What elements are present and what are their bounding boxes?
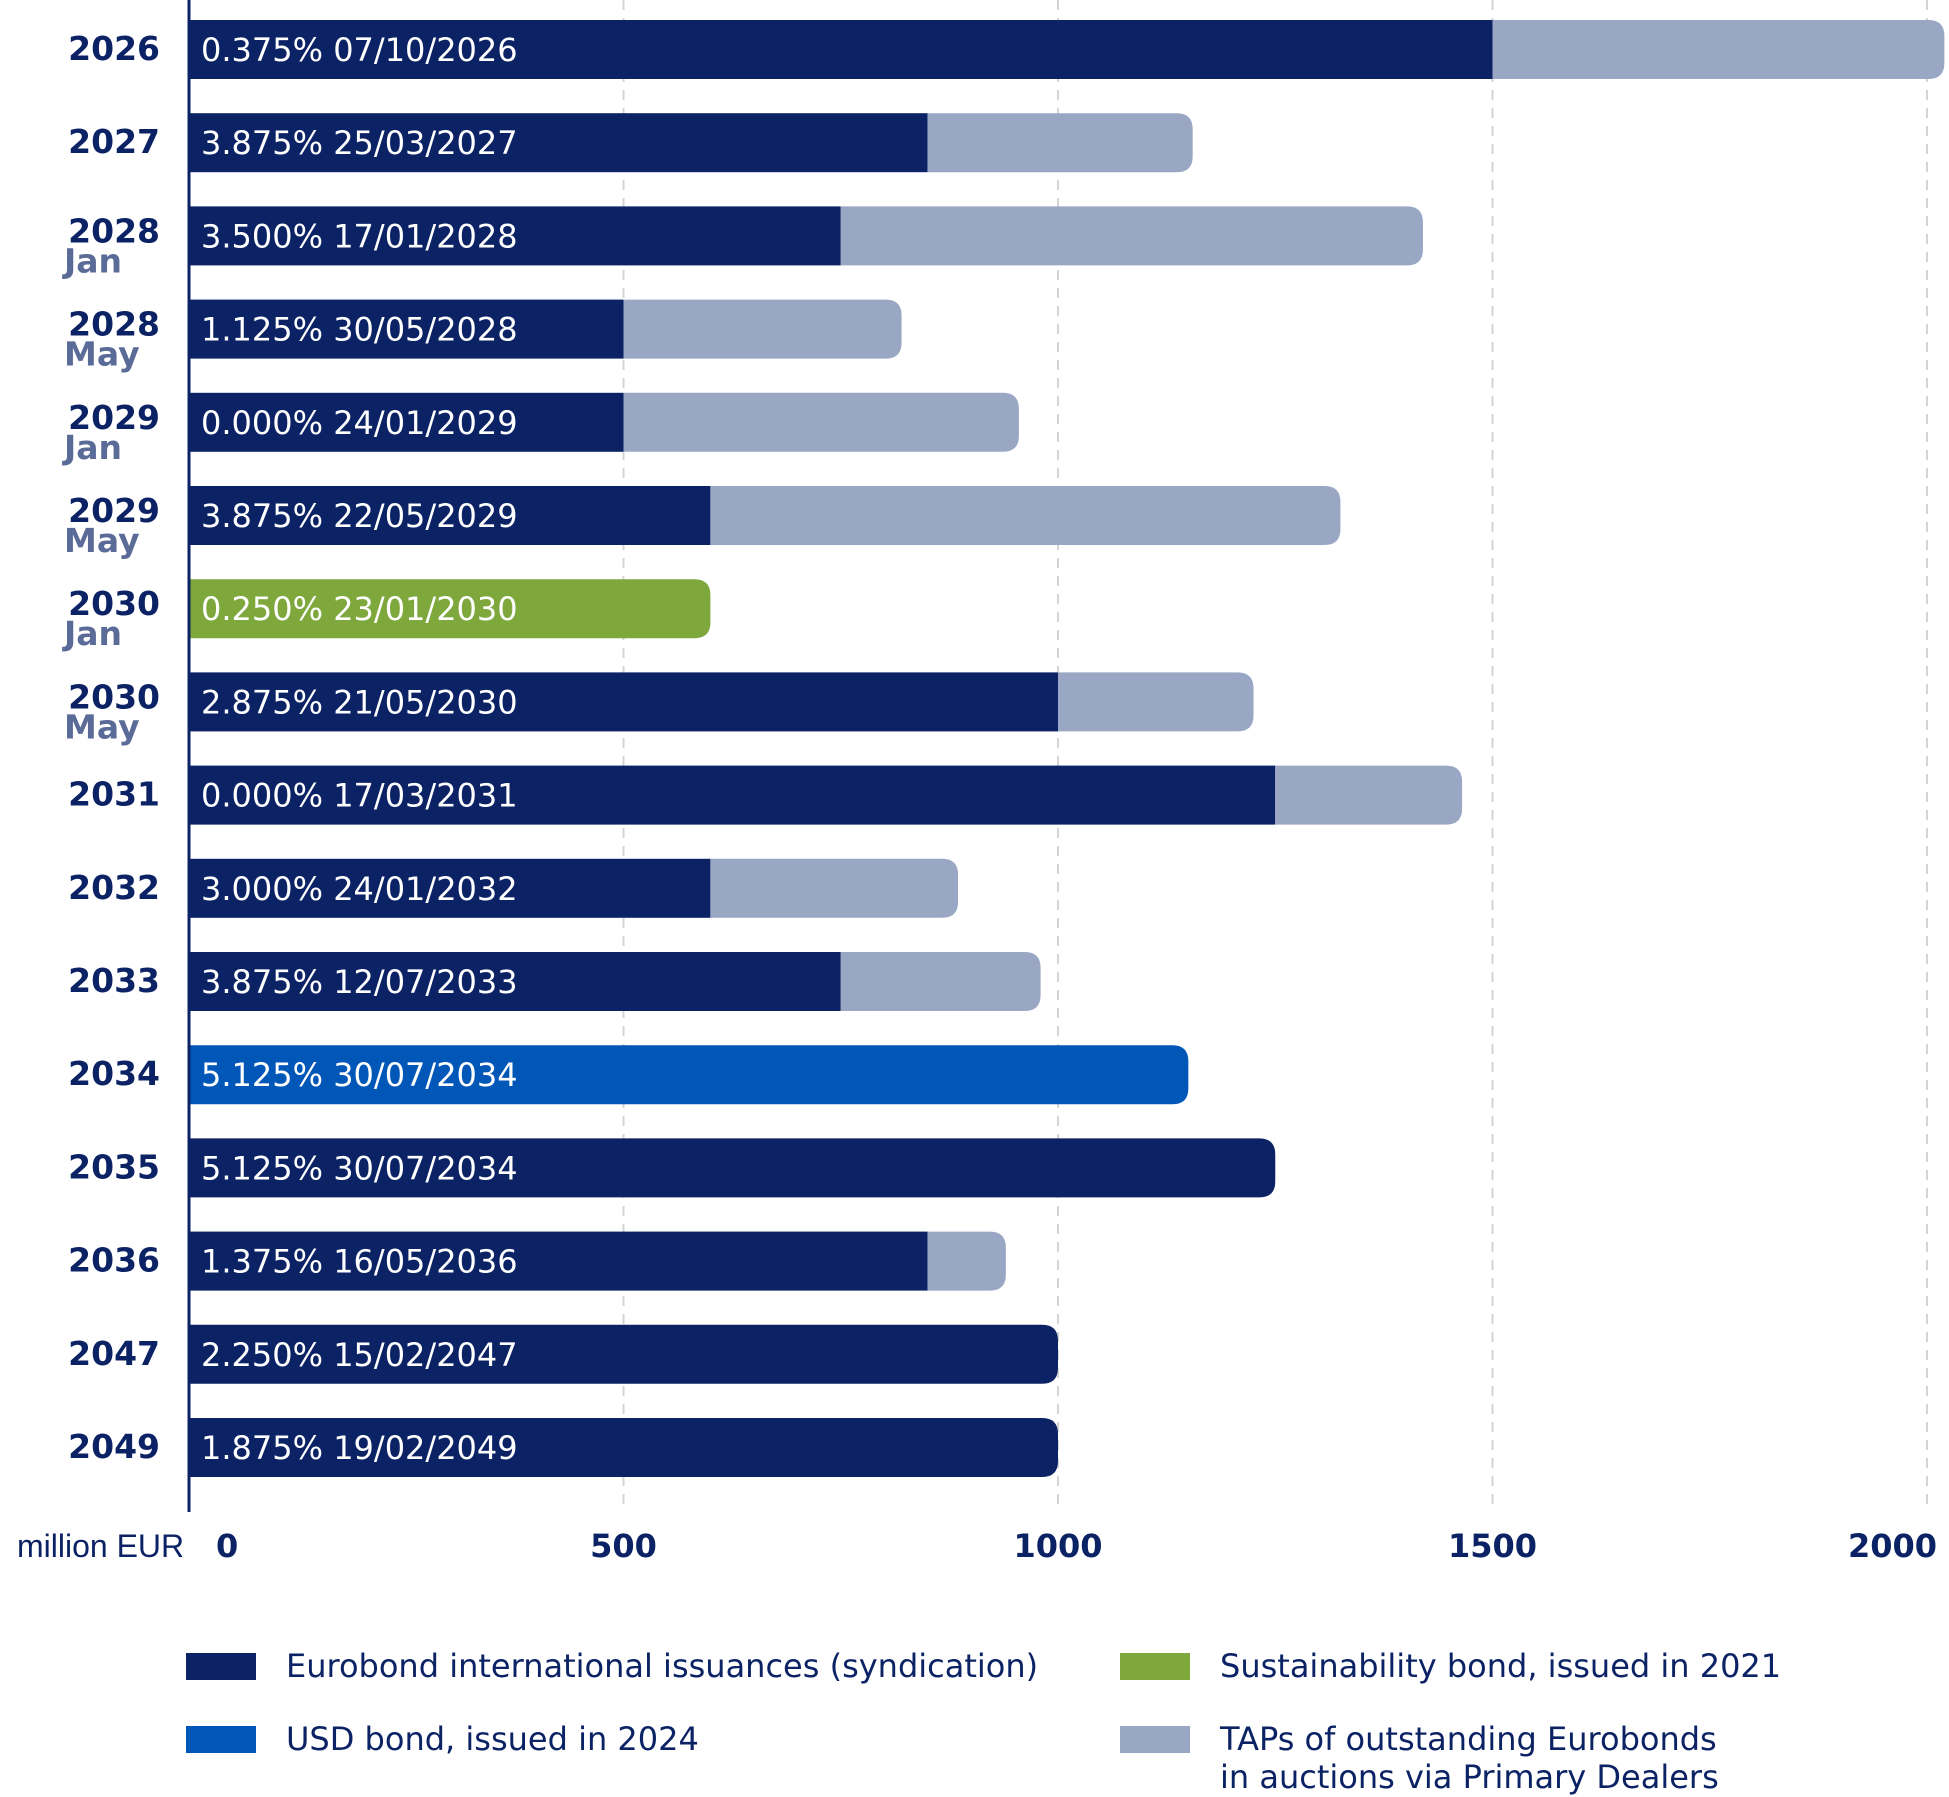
category-year-label: 2029 [68,398,160,437]
category-month-label: May [64,335,140,374]
x-tick-500: 500 [590,1527,657,1565]
category-year-label: 2035 [68,1147,160,1186]
bar-label: 1.125% 30/05/2028 [201,311,518,349]
category-month-label: May [64,707,140,746]
category-year-label: 2028 [68,211,160,250]
category-month-label: Jan [62,614,122,653]
bar-2036-syndication [189,1231,928,1291]
category-year-label: 2034 [68,1054,160,1093]
bar-2032-syndication [189,858,711,918]
category-year-label: 2032 [68,868,160,907]
bar-2028-jan-syndication [189,206,841,266]
unit-label: million EUR [17,1528,184,1564]
bar-label: 5.125% 30/07/2034 [201,1056,518,1094]
bar-label: 1.875% 19/02/2049 [201,1429,518,1467]
bar-2028-jan-taps [840,206,1423,266]
bar-2029-may-syndication [189,486,711,545]
bar-2032-taps [710,858,959,918]
bar-label: 0.000% 24/01/2029 [201,404,518,442]
x-tick-1500: 1500 [1448,1527,1537,1565]
category-year-label: 2047 [68,1334,160,1373]
bar-2035-syndication [189,1138,1276,1198]
bar-2030-may-taps [1058,672,1254,732]
category-year-label: 2028 [68,305,160,344]
bar-2049-syndication [189,1418,1058,1477]
bar-2030-may-syndication [189,672,1058,732]
bar-label: 0.375% 07/10/2026 [201,31,518,69]
bar-2028-may-syndication [189,299,624,359]
bar-label: 3.875% 25/03/2027 [201,124,518,162]
bar-2028-may-taps [623,299,902,359]
category-year-label: 2030 [68,677,160,716]
bar-2033-taps [840,952,1041,1011]
bar-label: 0.000% 17/03/2031 [201,777,518,815]
bar-2033-syndication [189,952,841,1011]
category-year-label: 2033 [68,961,160,1000]
category-year-label: 2031 [68,775,160,814]
bar-2026-taps [1492,20,1945,79]
category-month-label: Jan [62,241,122,280]
x-tick-2000: 2000 [1848,1527,1937,1565]
category-year-label: 2036 [68,1241,160,1280]
x-tick-0: 0 [216,1527,238,1565]
bar-label: 2.250% 15/02/2047 [201,1336,518,1374]
bar-label: 0.250% 23/01/2030 [201,590,518,628]
bar-2047-syndication [189,1324,1058,1384]
category-year-label: 2049 [68,1427,160,1466]
x-tick-1000: 1000 [1013,1527,1102,1565]
bar-label: 2.875% 21/05/2030 [201,683,518,721]
category-month-label: Jan [62,428,122,467]
bar-label: 3.000% 24/01/2032 [201,870,518,908]
category-month-label: May [64,521,140,560]
bars [189,20,1945,1477]
category-year-label: 2030 [68,584,160,623]
bar-label: 5.125% 30/07/2034 [201,1149,518,1187]
bar-2030-jan-sustainability [189,579,711,639]
bar-2029-jan-syndication [189,392,624,452]
bar-2034-usd [189,1045,1189,1105]
bar-label: 3.875% 12/07/2033 [201,963,518,1001]
bar-2029-jan-taps [623,392,1019,452]
bar-2026-syndication [189,20,1493,79]
bar-label: 3.500% 17/01/2028 [201,217,518,255]
bar-2029-may-taps [710,486,1341,545]
bar-2031-taps [1275,765,1463,825]
bar-2027-syndication [189,113,928,173]
category-labels: 202620272028Jan2028May2029Jan2029May2030… [62,29,160,1466]
bar-2027-taps [927,113,1193,173]
bar-2031-syndication [189,765,1276,825]
bar-label: 1.375% 16/05/2036 [201,1243,518,1281]
bar-labels: 0.375% 07/10/2026 3.875% 25/03/2027 3.500%… [201,31,518,1467]
bar-label: 3.875% 22/05/2029 [201,497,518,535]
bar-2036-taps [927,1231,1006,1291]
category-year-label: 2027 [68,122,160,161]
category-year-label: 2026 [68,29,160,68]
category-year-label: 2029 [68,491,160,530]
x-axis-ticks: million EUR 0 500 1000 1500 2000 [17,1527,1937,1565]
